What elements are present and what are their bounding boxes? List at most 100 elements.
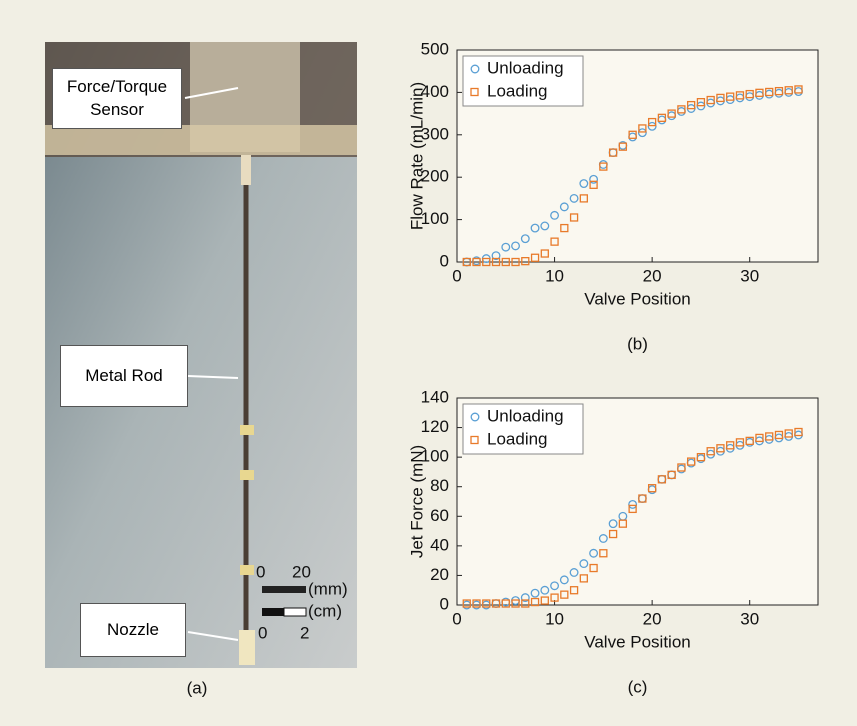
y-tick-label: 60 <box>430 506 449 525</box>
marker <box>716 444 725 453</box>
x-axis-label: Valve Position <box>584 289 690 308</box>
y-axis-label: Jet Force (mN) <box>407 445 426 558</box>
marker <box>491 599 501 608</box>
marker <box>608 148 618 157</box>
legend-label: Unloading <box>487 406 564 425</box>
marker <box>569 193 579 203</box>
marker <box>599 162 608 171</box>
marker <box>511 257 520 267</box>
marker <box>530 588 540 598</box>
marker <box>628 504 637 514</box>
marker <box>530 223 540 233</box>
y-tick-label: 140 <box>421 387 449 406</box>
marker <box>560 223 569 233</box>
y-axis-label: Flow Rate (mL/min) <box>407 82 426 230</box>
marker <box>696 452 706 462</box>
photo: 0 20 (mm) (cm) 0 2 <box>45 42 357 668</box>
marker <box>784 86 793 95</box>
marker <box>501 242 511 252</box>
marker <box>579 574 588 583</box>
plate <box>45 125 357 155</box>
legend-marker <box>470 435 479 445</box>
marker <box>687 100 696 110</box>
x-tick-label: 0 <box>452 266 461 285</box>
marker <box>677 463 686 472</box>
y-tick-label: 200 <box>421 167 449 186</box>
marker <box>589 563 598 573</box>
marker <box>647 117 657 127</box>
marker <box>755 88 764 97</box>
x-tick-label: 30 <box>740 609 759 628</box>
marker <box>765 432 774 441</box>
caption: (b) <box>627 334 648 353</box>
arrow <box>184 87 239 99</box>
caption: (c) <box>628 677 648 696</box>
y-tick-label: 300 <box>421 124 449 143</box>
y-tick-label: 20 <box>430 565 449 584</box>
marker <box>511 241 520 251</box>
nozzle <box>239 630 255 665</box>
marker <box>501 257 510 267</box>
marker <box>589 180 598 189</box>
scale-unit: (mm) <box>308 579 348 598</box>
y-tick-label: 400 <box>421 82 449 101</box>
marker <box>559 575 569 585</box>
marker <box>550 237 559 246</box>
marker <box>550 581 560 591</box>
marker <box>608 529 618 539</box>
marker <box>511 599 520 608</box>
marker <box>784 429 793 438</box>
marker <box>540 596 549 605</box>
legend-label: Unloading <box>487 58 564 77</box>
marker <box>530 597 540 607</box>
x-axis-label: Valve Position <box>584 632 690 651</box>
marker <box>521 599 530 608</box>
marker <box>638 494 647 503</box>
marker <box>520 593 530 603</box>
label-box: Nozzle <box>80 603 186 657</box>
marker <box>638 124 647 133</box>
scale-tick: 0 <box>256 562 265 581</box>
mm-bar <box>262 586 306 593</box>
y-tick-label: 100 <box>421 209 449 228</box>
marker <box>667 470 676 480</box>
marker <box>696 98 706 107</box>
marker <box>677 105 686 114</box>
clip <box>240 565 254 575</box>
marker <box>569 568 579 577</box>
marker <box>745 89 754 99</box>
marker <box>472 257 481 267</box>
marker <box>579 194 588 203</box>
marker <box>628 130 637 139</box>
marker <box>774 430 784 440</box>
marker <box>589 174 599 184</box>
caption: (a) <box>187 678 208 697</box>
marker <box>637 128 647 138</box>
cm-bar <box>283 607 307 617</box>
y-tick-label: 40 <box>430 535 449 554</box>
marker <box>472 599 481 608</box>
legend-label: Loading <box>487 429 548 448</box>
marker <box>716 93 725 103</box>
marker <box>598 534 608 543</box>
marker <box>794 85 803 94</box>
legend-box <box>462 55 584 107</box>
y-tick-label: 500 <box>421 39 449 58</box>
marker <box>687 457 696 466</box>
clip <box>240 470 254 480</box>
marker <box>550 210 560 220</box>
marker <box>706 447 715 456</box>
marker <box>735 438 745 447</box>
marker <box>491 251 501 261</box>
legend-label: Loading <box>487 81 548 100</box>
marker <box>521 257 530 266</box>
marker <box>618 519 628 528</box>
coupler <box>241 155 251 185</box>
marker <box>657 113 667 122</box>
arrow <box>187 375 239 379</box>
marker <box>569 213 579 222</box>
label-box: Metal Rod <box>60 345 188 407</box>
marker <box>608 519 618 529</box>
marker <box>540 249 549 258</box>
